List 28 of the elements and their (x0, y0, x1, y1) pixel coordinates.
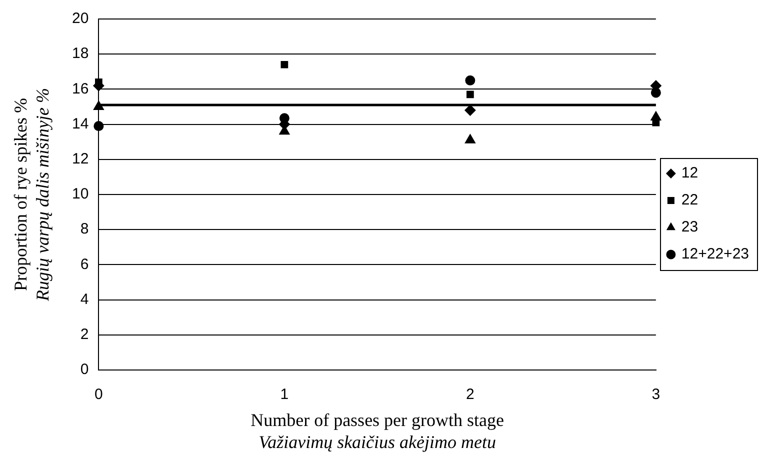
point (464, 134, 476, 144)
point (466, 90, 474, 98)
y-tick-label: 0 (80, 361, 89, 378)
x-tick-label: 2 (466, 386, 474, 404)
x-tick-label: 3 (652, 386, 660, 404)
point (464, 104, 476, 116)
point (94, 121, 104, 132)
y-tick-label: 16 (72, 80, 89, 98)
y-tick-label: 6 (80, 256, 89, 273)
legend-label: 22 (681, 192, 698, 209)
y-tick-label: 4 (80, 290, 89, 308)
y-tick-label: 20 (72, 10, 89, 28)
y-tick-label: 10 (72, 186, 89, 203)
y-tick-label: 14 (72, 115, 89, 132)
legend-label: 12+22+23 (681, 246, 750, 263)
y-tick-label: 2 (80, 326, 89, 344)
y-tick-label: 8 (80, 220, 89, 238)
y-tick-label: 12 (72, 150, 89, 168)
point (93, 100, 104, 110)
legend-label: 23 (681, 218, 698, 236)
point (280, 60, 288, 68)
point (465, 75, 476, 86)
x-tick-label: 1 (280, 386, 289, 404)
y-axis-title: Proportion of rye spikes % Rugių varpų dalis mišinyje % (10, 88, 53, 302)
x-tick-label: 0 (94, 386, 103, 404)
legend-label: 12 (681, 164, 698, 182)
x-axis-title: Number of passes per growth stage Važiavimų skaičius akėjimo metu (250, 410, 504, 452)
y-tick-label: 18 (72, 45, 89, 62)
